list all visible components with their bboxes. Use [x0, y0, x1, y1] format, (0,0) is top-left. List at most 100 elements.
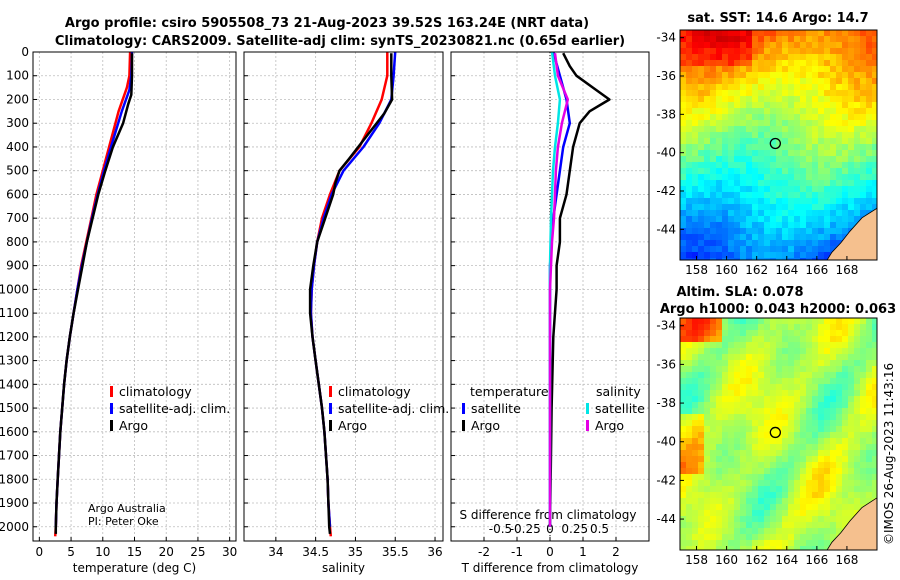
map-cell: [758, 84, 765, 91]
map-cell: [716, 318, 723, 325]
map-cell: [806, 522, 813, 529]
map-cell: [776, 336, 783, 343]
map-cell: [854, 390, 861, 397]
map-cell: [854, 84, 861, 91]
map-cell: [758, 210, 765, 217]
map-cell: [710, 66, 717, 73]
map-tick-label-x: 160: [715, 553, 738, 567]
map-cell: [866, 102, 873, 109]
map-cell: [824, 534, 831, 541]
map-cell: [866, 108, 873, 115]
map-cell: [752, 354, 759, 361]
credit-line2: PI: Peter Oke: [88, 515, 159, 528]
map-cell: [746, 420, 753, 427]
map-cell: [704, 174, 711, 181]
map-cell: [704, 468, 711, 475]
map-cell: [764, 516, 771, 523]
map-cell: [824, 474, 831, 481]
map-cell: [854, 336, 861, 343]
map-cell: [824, 402, 831, 409]
map-cell: [800, 204, 807, 211]
map-cell: [680, 168, 687, 175]
map-cell: [758, 258, 765, 260]
map-cell: [824, 54, 831, 61]
map-cell: [854, 348, 861, 355]
map-cell: [728, 246, 735, 253]
map-cell: [854, 420, 861, 427]
map-cell: [692, 66, 699, 73]
map-cell: [746, 96, 753, 103]
map-cell: [812, 408, 819, 415]
map-cell: [854, 102, 861, 109]
map-cell: [722, 510, 729, 517]
map-cell: [806, 390, 813, 397]
map-cell: [794, 126, 801, 133]
map-cell: [752, 330, 759, 337]
map-cell: [806, 402, 813, 409]
map-cell: [740, 102, 747, 109]
map-cell: [740, 330, 747, 337]
map-cell: [836, 78, 843, 85]
map-cell: [812, 84, 819, 91]
map-cell: [734, 450, 741, 457]
map-cell: [800, 330, 807, 337]
map-cell: [752, 126, 759, 133]
map-cell: [764, 336, 771, 343]
map-cell: [758, 78, 765, 85]
map-cell: [734, 126, 741, 133]
map-cell: [848, 108, 855, 115]
map-cell: [740, 72, 747, 79]
map-cell: [776, 174, 783, 181]
map-cell: [740, 240, 747, 247]
map-cell: [830, 78, 837, 85]
map-cell: [800, 540, 807, 547]
map-cell: [842, 360, 849, 367]
map-cell: [824, 498, 831, 505]
map-cell: [836, 198, 843, 205]
map-cell: [722, 246, 729, 253]
legend-label-climatology: climatology: [119, 384, 192, 399]
map-cell: [704, 246, 711, 253]
map-cell: [776, 480, 783, 487]
map-cell: [704, 108, 711, 115]
map-cell: [800, 120, 807, 127]
map-cell: [722, 474, 729, 481]
map-cell: [728, 54, 735, 61]
map-tick-label-y: -40: [656, 146, 676, 160]
map-cell: [704, 60, 711, 67]
map-cell: [758, 162, 765, 169]
map-cell: [776, 390, 783, 397]
map-cell: [728, 156, 735, 163]
map-cell: [680, 390, 687, 397]
map-cell: [740, 522, 747, 529]
map-cell: [800, 396, 807, 403]
map-cell: [812, 486, 819, 493]
map-cell: [776, 342, 783, 349]
map-cell: [818, 252, 825, 259]
map-cell: [716, 222, 723, 229]
map-cell: [842, 396, 849, 403]
map-cell: [788, 198, 795, 205]
map-cell: [680, 378, 687, 385]
map-cell: [764, 432, 771, 439]
map-cell: [848, 414, 855, 421]
map-cell: [764, 258, 771, 260]
map-cell: [788, 324, 795, 331]
map-cell: [806, 348, 813, 355]
map-cell: [818, 438, 825, 445]
map-cell: [710, 90, 717, 97]
map-cell: [704, 486, 711, 493]
tick-label-x: 10: [95, 545, 110, 559]
map-cell: [704, 204, 711, 211]
map-cell: [758, 396, 765, 403]
map-cell: [734, 402, 741, 409]
map-cell: [782, 462, 789, 469]
map-cell: [686, 138, 693, 145]
map-cell: [704, 510, 711, 517]
map-cell: [722, 192, 729, 199]
map-cell: [734, 420, 741, 427]
map-cell: [680, 426, 687, 433]
map-cell: [824, 96, 831, 103]
map-cell: [734, 366, 741, 373]
map-cell: [740, 486, 747, 493]
